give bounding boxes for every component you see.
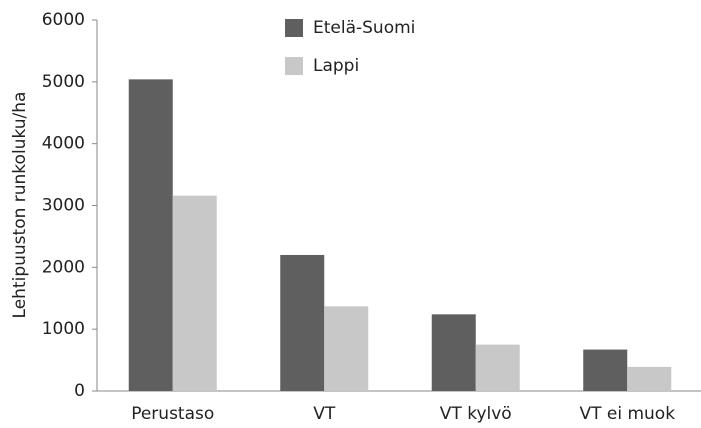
bar xyxy=(475,344,520,391)
bar xyxy=(324,306,369,391)
legend-swatch xyxy=(285,19,303,37)
x-tick-label: Perustaso xyxy=(131,404,214,424)
y-axis-label: Lehtipuuston runkoluku/ha xyxy=(10,92,30,319)
y-tick-label: 1000 xyxy=(42,319,85,339)
bar xyxy=(128,79,173,392)
y-tick-label: 2000 xyxy=(42,257,85,277)
legend-swatch xyxy=(285,57,303,75)
bar xyxy=(172,195,217,391)
y-tick-label: 0 xyxy=(74,381,85,401)
x-tick-label: VT kylvö xyxy=(440,404,512,424)
x-tick-label: VT ei muok xyxy=(579,404,675,424)
y-tick-label: 3000 xyxy=(42,196,85,216)
bar xyxy=(627,366,672,391)
y-tick-label: 4000 xyxy=(42,134,85,154)
y-tick-label: 6000 xyxy=(42,10,85,30)
bar xyxy=(583,349,628,391)
y-tick-label: 5000 xyxy=(42,72,85,92)
x-tick-label: VT xyxy=(313,404,336,424)
bar xyxy=(280,254,325,391)
bar xyxy=(431,314,476,391)
legend-label: Etelä-Suomi xyxy=(313,18,415,38)
legend-label: Lappi xyxy=(313,56,359,76)
